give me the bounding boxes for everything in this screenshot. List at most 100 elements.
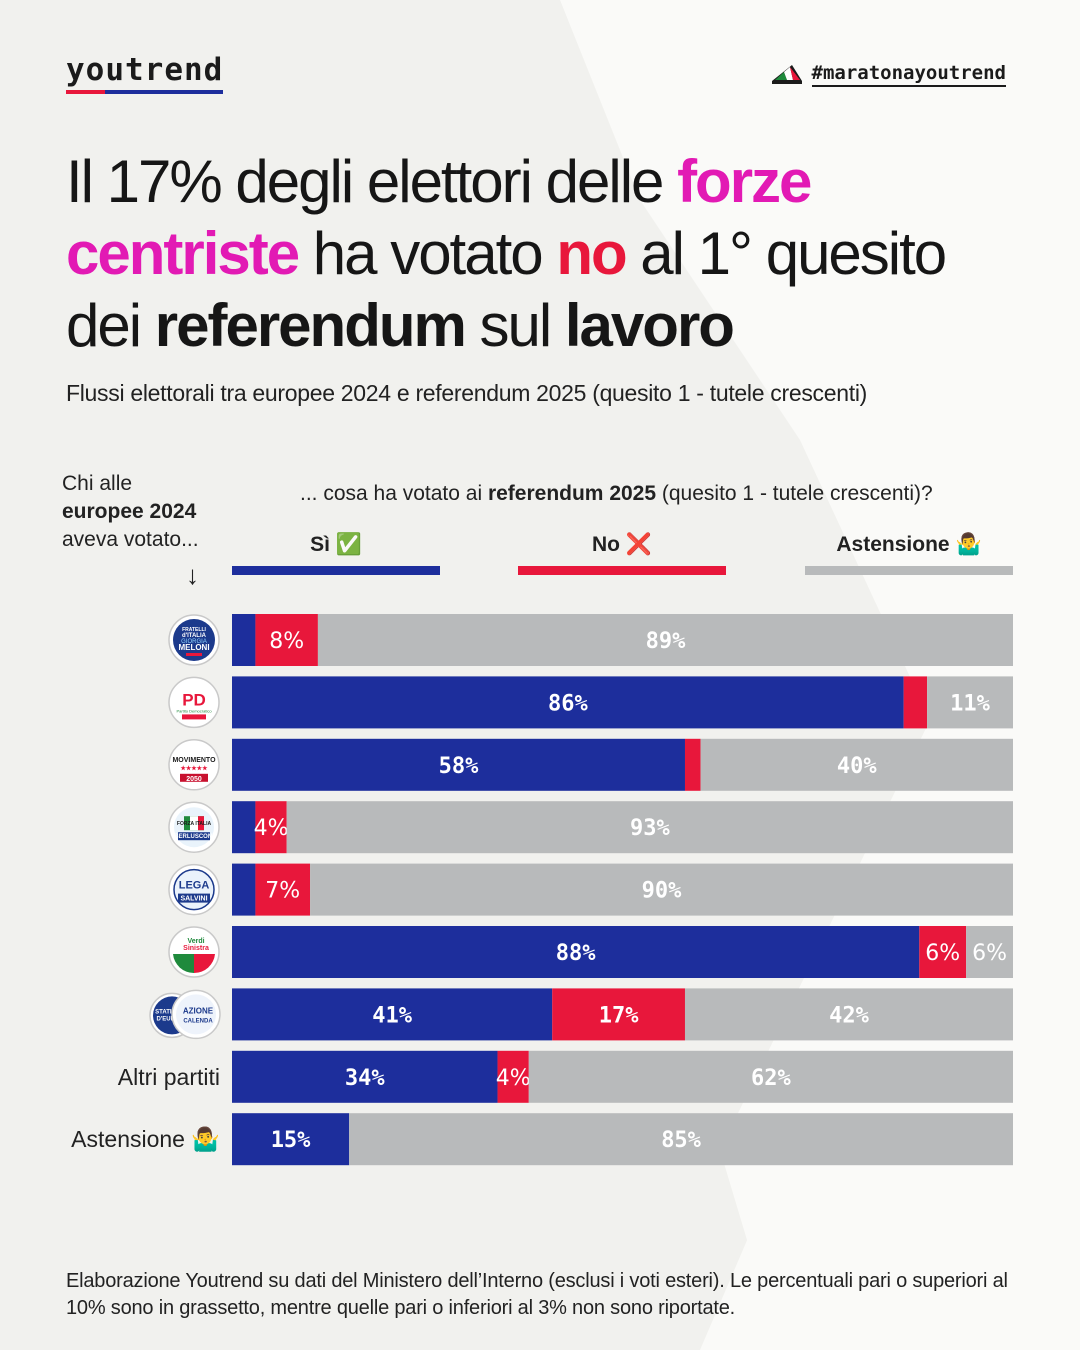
data-label-no: 17% <box>599 1003 639 1028</box>
party-logo-icon: LEGA SALVINI <box>168 863 220 916</box>
data-label-ast: 42% <box>829 1003 869 1028</box>
footnote: Elaborazione Youtrend su dati del Minist… <box>66 1270 1008 1319</box>
row-axis-header: Chi alle europee 2024 aveva votato... <box>62 472 199 551</box>
data-label-ast: 6% <box>972 941 1007 966</box>
data-label-si: 58% <box>439 754 479 779</box>
data-label-no: 6% <box>925 941 960 966</box>
logo-band <box>178 832 210 841</box>
data-label-si: 34% <box>345 1066 385 1091</box>
logo-underline <box>66 90 224 94</box>
pd-logo-icon <box>168 676 220 729</box>
logo-disc <box>173 619 215 661</box>
logo-band <box>180 773 208 782</box>
bar-segment-ast <box>528 1050 1013 1103</box>
hashtag-text: #maratonayoutrend <box>811 62 1006 87</box>
data-label-no: 4% <box>254 816 289 841</box>
cross-icon: ❌ <box>625 533 652 556</box>
bar-segment-ast <box>684 988 1013 1041</box>
logo-segment <box>173 954 194 974</box>
logo-band <box>178 893 210 903</box>
youtrend-logo: youtrend <box>66 52 224 94</box>
hashtag-badge: #maratonayoutrend <box>770 62 1006 87</box>
logo-text: ★★★★★ <box>181 765 209 772</box>
legend-si-swatch <box>232 566 440 575</box>
logo-text: Verdi <box>187 938 204 945</box>
data-label-ast: 93% <box>630 816 670 841</box>
bar-segment-si <box>232 801 256 854</box>
bar-segment-si <box>232 926 920 978</box>
italian-flag-icon <box>771 64 802 84</box>
bar-segment-ast <box>349 1113 1013 1166</box>
chart-row: 41%17%42%STATI UNITID'EUROPAAZIONECALEND… <box>149 988 1013 1041</box>
bar-segment-si <box>232 676 904 729</box>
bar-segment-si <box>232 738 685 791</box>
bar-segment-ast <box>966 926 1013 978</box>
logo-text: FRATELLI <box>182 627 206 633</box>
row-label: Altri partiti <box>118 1064 220 1090</box>
chart-row: 4% 93% FORZA ITALIA BERLUSCONI <box>168 801 1013 854</box>
bar-segment-si <box>232 1113 350 1166</box>
logo-text: Sinistra <box>183 945 209 952</box>
data-label-no: 8% <box>269 629 304 654</box>
data-label-no: 7% <box>265 879 300 904</box>
logo-flag <box>198 816 204 831</box>
legend-si: Sì ✅ <box>310 533 362 556</box>
bar-segment-no <box>255 614 318 666</box>
logo-flame <box>186 653 202 656</box>
logo-flag <box>190 816 198 831</box>
bar-segment-no <box>552 988 685 1041</box>
page-title: Il 17% degli elettori delle forze centri… <box>66 148 947 359</box>
bar-segment-no <box>255 863 311 916</box>
legend-astensione: Astensione 🤷‍♂️ <box>836 533 982 556</box>
logo-text: LEGA <box>179 880 210 892</box>
bar-segment-no <box>684 738 701 791</box>
data-label-si: 88% <box>556 941 596 966</box>
shrug-icon: 🤷‍♂️ <box>955 533 982 556</box>
chart-row: 15% 85% Astensione 🤷‍♂️ <box>71 1113 1013 1166</box>
bar-segment-no <box>255 801 287 854</box>
legend-no: No ❌ <box>592 533 652 556</box>
down-arrow-icon: ↓ <box>186 560 199 590</box>
logo-text: FORZA ITALIA <box>177 821 212 827</box>
bar-segment-no <box>497 1050 529 1103</box>
data-label-si: 86% <box>548 691 588 716</box>
logo-disc <box>176 994 216 1035</box>
logo-text: MELONI <box>178 643 209 652</box>
logo-text: BERLUSCONI <box>174 834 214 840</box>
logo-band <box>182 714 206 720</box>
logo-text: GIORGIA <box>181 639 207 645</box>
chart-row: 34% 4% 62% Altri partiti <box>118 1050 1013 1103</box>
bar-segment-ast <box>700 738 1013 791</box>
logo-text: PD <box>182 690 206 709</box>
bar-segment-no <box>919 926 967 978</box>
logo-text: MOVIMENTO <box>172 757 216 764</box>
logo-segment <box>194 954 215 974</box>
bar-segment-ast <box>286 801 1013 854</box>
logo-text: SALVINI <box>180 896 207 903</box>
chart-row: 58% 40% MOVIMENTO★★★★★ 2050 <box>168 738 1013 791</box>
data-label-ast: 40% <box>837 754 877 779</box>
bar-segment-ast <box>317 614 1013 666</box>
legend-astensione-swatch <box>805 566 1013 575</box>
logo-text: 2050 <box>186 776 202 783</box>
bar-segment-ast <box>310 863 1014 916</box>
data-label-ast: 11% <box>950 691 990 716</box>
bar-segment-no <box>903 676 928 729</box>
legend-no-swatch <box>518 566 726 575</box>
bar-segment-si <box>232 614 256 666</box>
data-label-ast: 62% <box>751 1066 791 1091</box>
logo-text: d'ITALIA <box>182 633 207 639</box>
subtitle: Flussi elettorali tra europee 2024 e ref… <box>66 380 868 406</box>
data-label-si: 15% <box>271 1128 311 1153</box>
logo-text: AZIONE <box>183 1006 214 1015</box>
data-label-no: 4% <box>496 1066 531 1091</box>
bar-segment-si <box>232 988 553 1041</box>
bar-segment-si <box>232 1050 498 1103</box>
row-label: Astensione 🤷‍♂️ <box>71 1125 220 1153</box>
